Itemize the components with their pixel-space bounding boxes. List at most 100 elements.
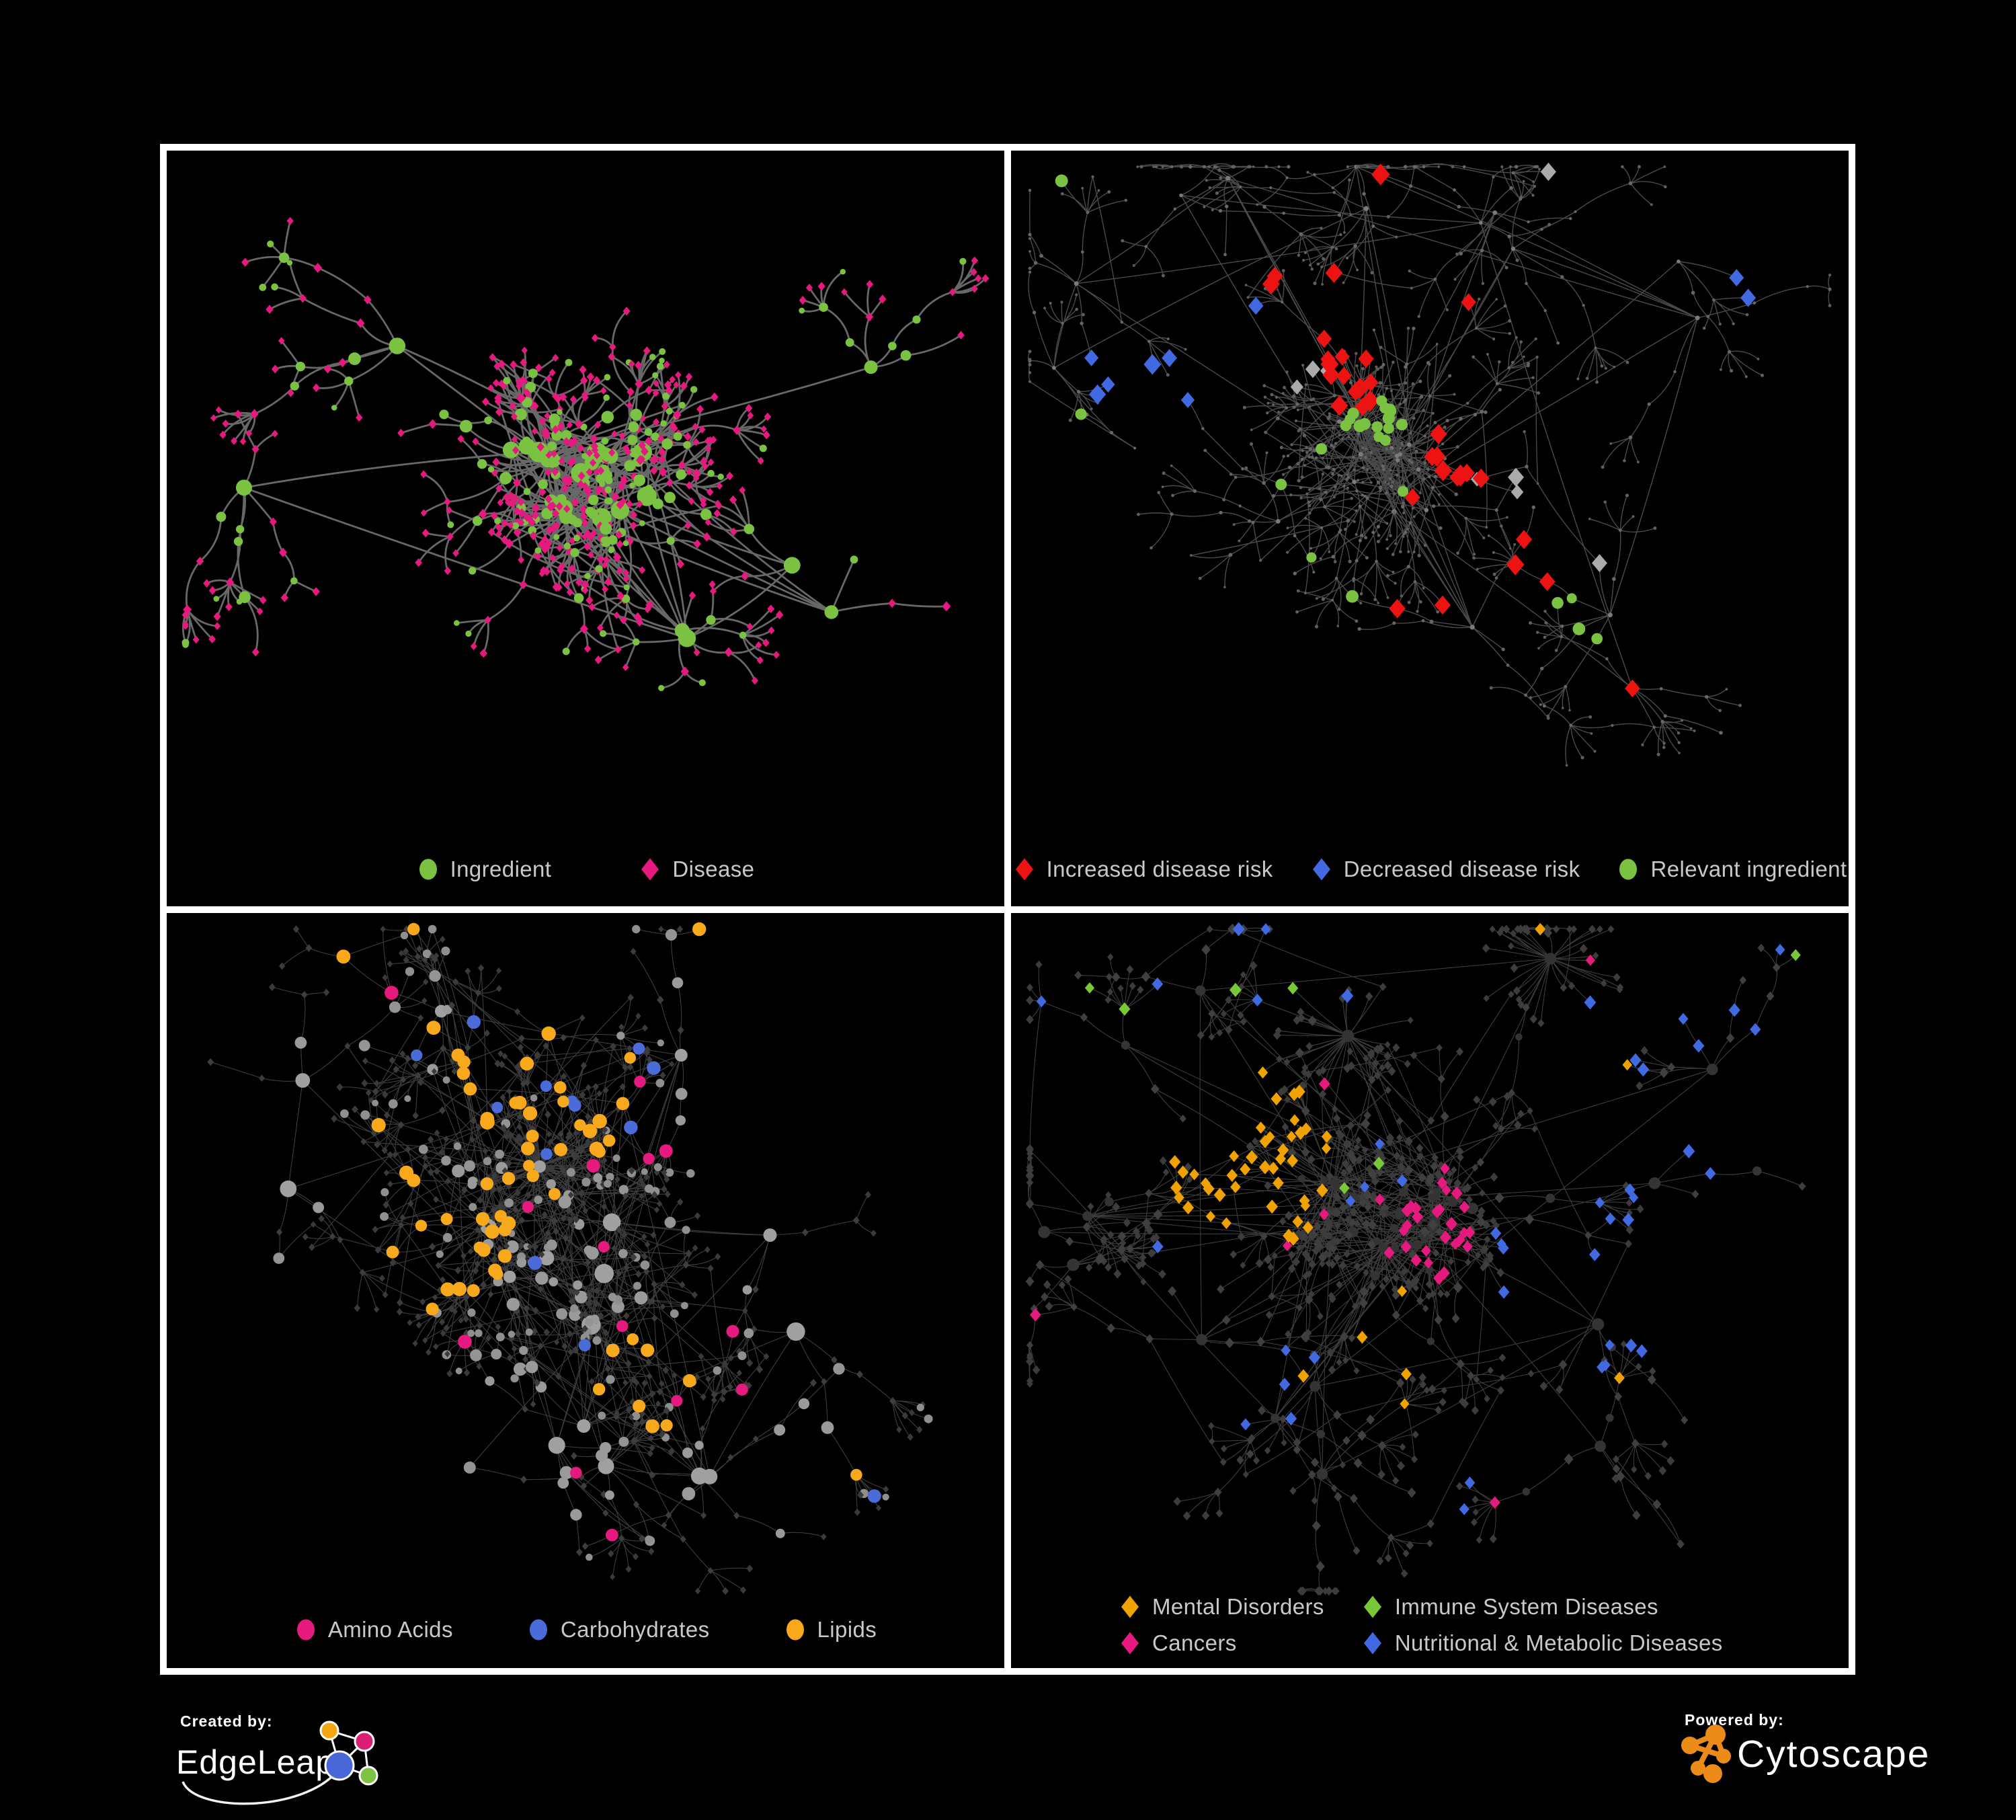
network-node [1244, 466, 1248, 470]
network-canvas-nutrient-classes [207, 922, 933, 1595]
network-node [1312, 397, 1316, 401]
network-node [1248, 296, 1264, 315]
network-edge [1438, 1319, 1461, 1364]
network-edge [1460, 1363, 1463, 1402]
network-node [1028, 188, 1032, 192]
network-edge [1565, 686, 1570, 711]
network-edge [523, 1349, 624, 1442]
network-edge [1307, 171, 1334, 188]
legend-label: Carbohydrates [560, 1617, 710, 1642]
network-node [1081, 250, 1084, 254]
network-node [661, 401, 669, 411]
network-node [434, 1129, 440, 1136]
network-node [548, 1187, 561, 1200]
network-edge [1053, 367, 1113, 433]
network-node [1582, 304, 1585, 307]
network-node [633, 612, 642, 623]
network-edge [1324, 506, 1355, 522]
network-node [659, 1380, 665, 1387]
network-node [196, 556, 204, 566]
network-edge [1513, 172, 1522, 197]
network-node [470, 1349, 482, 1361]
network-edge [1397, 459, 1436, 477]
network-node [1400, 504, 1405, 509]
network-node [540, 1148, 553, 1160]
network-edge [1630, 181, 1666, 188]
network-node [533, 1378, 540, 1387]
network-node [624, 1120, 638, 1134]
network-node [611, 491, 620, 502]
legend-circle-icon [529, 1619, 547, 1640]
network-edge [1302, 365, 1312, 401]
network-node [755, 641, 762, 649]
network-node [759, 444, 767, 452]
network-edge [1454, 190, 1482, 223]
network-edge [1356, 506, 1361, 535]
network-node [1259, 559, 1262, 562]
network-node [1219, 176, 1223, 180]
network-node [374, 1140, 380, 1148]
network-node [535, 1271, 549, 1285]
network-node [536, 442, 545, 452]
network-node [622, 307, 631, 316]
network-edge [1298, 385, 1307, 481]
network-edge [1755, 995, 1771, 1029]
network-node [819, 303, 828, 312]
network-edge [618, 1228, 648, 1244]
network-node [622, 1379, 629, 1386]
network-edge [1538, 636, 1562, 649]
network-node [721, 1387, 728, 1396]
network-node [527, 1242, 533, 1250]
network-node [226, 577, 235, 588]
network-node [857, 1491, 864, 1499]
network-node [590, 434, 598, 444]
network-edge [1301, 491, 1326, 499]
network-node [622, 575, 630, 583]
network-node [653, 1168, 660, 1176]
network-node [208, 586, 216, 595]
network-edge [541, 1193, 555, 1255]
network-node [1554, 649, 1558, 652]
network-edge [1305, 518, 1322, 528]
network-edge [686, 1256, 718, 1265]
network-node [604, 1364, 611, 1372]
network-node [1277, 165, 1281, 169]
network-node [476, 1362, 482, 1370]
network-node [664, 1216, 676, 1228]
network-node [1560, 624, 1564, 628]
network-node [1388, 477, 1392, 481]
network-node [1339, 233, 1342, 237]
network-node [1384, 403, 1396, 416]
network-node [1389, 447, 1392, 451]
network-node [1357, 627, 1361, 631]
network-edge [1314, 1386, 1323, 1474]
network-node [457, 434, 465, 443]
network-node [1560, 635, 1564, 639]
network-node [729, 495, 737, 504]
network-node [250, 409, 259, 420]
network-node [1357, 479, 1359, 482]
network-edge [1432, 1363, 1461, 1390]
network-node [567, 1191, 574, 1198]
network-edge [1387, 522, 1411, 549]
network-node [1740, 288, 1757, 307]
network-node [443, 1135, 450, 1142]
network-node [1464, 516, 1467, 520]
network-node [1244, 284, 1248, 286]
network-node [1269, 186, 1273, 190]
legend-circle-icon [296, 1619, 315, 1640]
network-edge [519, 1064, 523, 1117]
network-node [1424, 446, 1441, 467]
network-node [1336, 625, 1340, 627]
network-node [1285, 176, 1289, 180]
network-node [1304, 517, 1307, 520]
network-edge [805, 1220, 856, 1233]
network-node [1524, 693, 1527, 697]
network-node [432, 1294, 438, 1301]
network-node [623, 1263, 630, 1271]
network-node [1217, 168, 1221, 172]
network-node [473, 1241, 486, 1253]
network-node [485, 1376, 495, 1386]
network-node [882, 1493, 889, 1501]
network-node [1404, 488, 1420, 507]
